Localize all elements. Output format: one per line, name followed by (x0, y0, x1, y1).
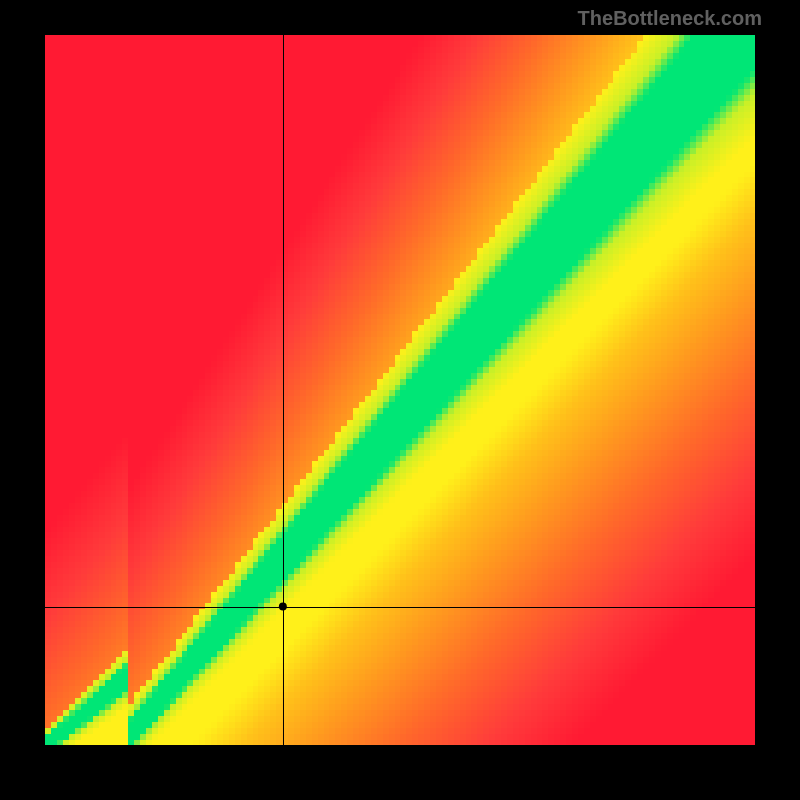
chart-container: TheBottleneck.com (0, 0, 800, 800)
watermark-text: TheBottleneck.com (578, 8, 762, 31)
bottleneck-heatmap (45, 35, 755, 745)
